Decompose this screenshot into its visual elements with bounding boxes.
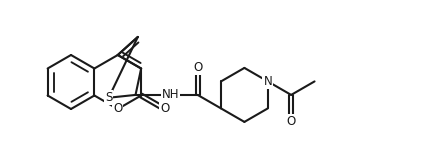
Text: O: O [160,102,169,115]
Text: N: N [263,75,272,88]
Text: O: O [193,61,202,74]
Text: S: S [105,91,112,104]
Text: O: O [113,102,122,115]
Text: O: O [287,115,296,128]
Text: NH: NH [162,88,179,101]
